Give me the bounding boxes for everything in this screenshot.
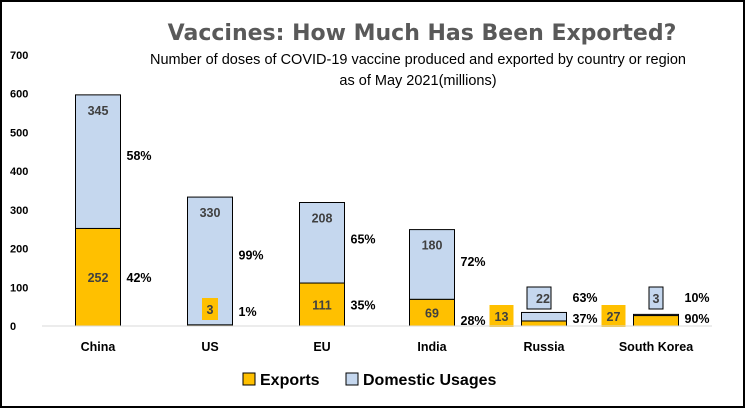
legend: Exports Domestic Usages bbox=[242, 372, 496, 389]
bar-domestic bbox=[409, 229, 455, 300]
x-axis: China US EU India Russia South Korea bbox=[42, 325, 712, 354]
data-label-domestic: 3 bbox=[653, 292, 660, 306]
bar-domestic bbox=[633, 313, 679, 317]
pct-label-domestic: 58% bbox=[127, 149, 152, 163]
data-label-box-domestic bbox=[526, 286, 552, 310]
y-axis: 0 100 200 300 400 500 600 700 bbox=[10, 50, 28, 333]
data-label-domestic: 208 bbox=[312, 212, 333, 226]
chart-subtitle-line-2: as of May 2021(millions) bbox=[339, 73, 496, 89]
legend-swatch-exports bbox=[242, 372, 256, 386]
pct-label-exports: 28% bbox=[461, 314, 486, 328]
data-label-exports: 252 bbox=[88, 271, 109, 285]
chart-subtitle-line-1: Number of doses of COVID-19 vaccine prod… bbox=[150, 52, 686, 68]
y-tick-label: 0 bbox=[10, 321, 16, 333]
pct-label-exports: 1% bbox=[239, 305, 257, 319]
data-label-exports: 111 bbox=[312, 299, 332, 313]
data-label-exports: 3 bbox=[207, 303, 214, 317]
bar-domestic bbox=[521, 311, 567, 322]
legend-label-domestic: Domestic Usages bbox=[363, 372, 496, 389]
y-tick-label: 700 bbox=[10, 50, 28, 62]
bar-exports bbox=[633, 315, 679, 327]
data-label-box-exports bbox=[202, 298, 218, 320]
data-label-box-exports bbox=[601, 305, 626, 327]
pct-label-exports: 35% bbox=[351, 299, 376, 313]
y-tick-label: 200 bbox=[10, 244, 28, 256]
pct-label-exports: 90% bbox=[685, 312, 710, 326]
bar-domestic bbox=[75, 94, 121, 229]
x-tick-label: US bbox=[201, 340, 218, 354]
data-label-domestic: 180 bbox=[422, 239, 443, 253]
data-label-box-exports bbox=[489, 305, 514, 327]
pct-label-domestic: 10% bbox=[685, 291, 710, 305]
pct-label-domestic: 72% bbox=[461, 255, 486, 269]
data-label-domestic: 345 bbox=[88, 104, 109, 118]
data-label-domestic: 22 bbox=[536, 292, 550, 306]
bar-domestic bbox=[299, 202, 345, 284]
y-tick-label: 600 bbox=[10, 89, 28, 101]
pct-label-domestic: 63% bbox=[573, 291, 598, 305]
y-tick-label: 400 bbox=[10, 166, 28, 178]
data-label-exports: 69 bbox=[425, 307, 439, 321]
data-label-box-domestic bbox=[648, 286, 664, 310]
y-tick-label: 300 bbox=[10, 205, 28, 217]
legend-label-exports: Exports bbox=[260, 372, 320, 389]
bars: 345 252 58% 42% 330 3 99% 1% 208 111 65% 35% 180 69 72… bbox=[75, 94, 710, 328]
x-tick-label: Russia bbox=[524, 340, 566, 354]
data-label-domestic: 330 bbox=[200, 206, 221, 220]
pct-label-exports: 37% bbox=[573, 312, 598, 326]
data-label-exports: 27 bbox=[607, 310, 621, 324]
x-tick-label: South Korea bbox=[619, 340, 694, 354]
y-tick-label: 500 bbox=[10, 127, 28, 139]
x-tick-label: India bbox=[417, 340, 447, 354]
pct-label-exports: 42% bbox=[127, 271, 152, 285]
pct-label-domestic: 99% bbox=[239, 249, 264, 263]
x-tick-label: China bbox=[81, 340, 117, 354]
y-tick-label: 100 bbox=[10, 282, 28, 294]
bar-exports bbox=[521, 320, 567, 327]
bar-exports bbox=[75, 227, 121, 327]
chart-title: Vaccines: How Much Has Been Exported? bbox=[168, 21, 677, 46]
pct-label-domestic: 65% bbox=[351, 233, 376, 247]
data-label-exports: 13 bbox=[495, 310, 509, 324]
legend-swatch-domestic bbox=[345, 372, 359, 386]
x-tick-label: EU bbox=[313, 340, 330, 354]
